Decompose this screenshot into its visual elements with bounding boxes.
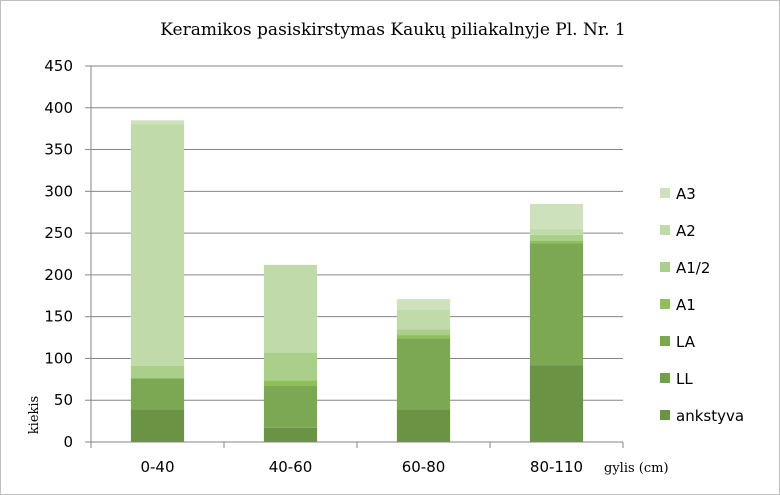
bar-segment <box>396 329 451 336</box>
legend-label: LL <box>676 370 693 388</box>
x-tick-label: 60-80 <box>402 458 446 476</box>
bar-segment <box>130 409 185 442</box>
bar-segment <box>529 228 584 235</box>
legend-swatch <box>660 225 670 235</box>
x-tick-label: 0-40 <box>140 458 174 476</box>
bar-segment <box>263 386 318 428</box>
bar-segment <box>529 234 584 241</box>
legend-swatch <box>660 188 670 198</box>
bar-segment <box>396 309 451 330</box>
bar-segment <box>263 352 318 381</box>
bar-segment <box>263 427 318 442</box>
y-tick-label: 300 <box>44 182 73 200</box>
legend-label: A2 <box>676 222 696 240</box>
y-tick-label: 100 <box>44 349 73 367</box>
bar-segment <box>529 365 584 442</box>
y-tick-label: 200 <box>44 266 73 284</box>
legend: A3 A2 A1/2 A1 LA LL ankstyva <box>660 185 744 425</box>
bars <box>130 120 584 442</box>
y-tick-label: 450 <box>44 57 73 75</box>
bar-segment <box>263 264 318 353</box>
y-tick-label: 400 <box>44 99 73 117</box>
legend-swatch <box>660 410 670 420</box>
x-axis: 0-40 40-60 60-80 80-110 <box>90 441 624 476</box>
bar-segment <box>130 378 185 410</box>
bar-segment <box>529 240 584 244</box>
legend-swatch <box>660 299 670 309</box>
y-tick-label: 350 <box>44 141 73 159</box>
bar-segment <box>130 365 185 379</box>
legend-label: A1/2 <box>676 259 710 277</box>
bar-segment <box>396 338 451 410</box>
y-tick-label: 50 <box>54 391 73 409</box>
bar-segment <box>263 380 318 387</box>
legend-swatch <box>660 336 670 346</box>
bar-segment <box>130 124 185 366</box>
chart-title: Keramikos pasiskirstymas Kaukų piliakaln… <box>160 20 625 40</box>
legend-label: A3 <box>676 185 696 203</box>
legend-swatch <box>660 373 670 383</box>
y-tick-label: 150 <box>44 308 73 326</box>
bar-segment <box>396 335 451 339</box>
legend-label: ankstyva <box>676 407 744 425</box>
y-axis-label: kiekis <box>27 396 42 434</box>
bar-segment <box>529 243 584 366</box>
x-tick-label: 40-60 <box>269 458 313 476</box>
y-tick-label: 0 <box>63 433 73 451</box>
y-tick-label: 250 <box>44 224 73 242</box>
y-axis: 0 50 100 150 200 250 300 350 400 450 <box>44 57 92 451</box>
bar-segment <box>396 299 451 310</box>
bar-segment <box>529 203 584 229</box>
legend-swatch <box>660 262 670 272</box>
legend-label: LA <box>676 333 696 351</box>
bar-segment <box>396 409 451 442</box>
x-tick-label: 80-110 <box>530 458 583 476</box>
bar-segment <box>130 120 185 125</box>
x-axis-label: gylis (cm) <box>604 461 669 476</box>
legend-label: A1 <box>676 296 696 314</box>
